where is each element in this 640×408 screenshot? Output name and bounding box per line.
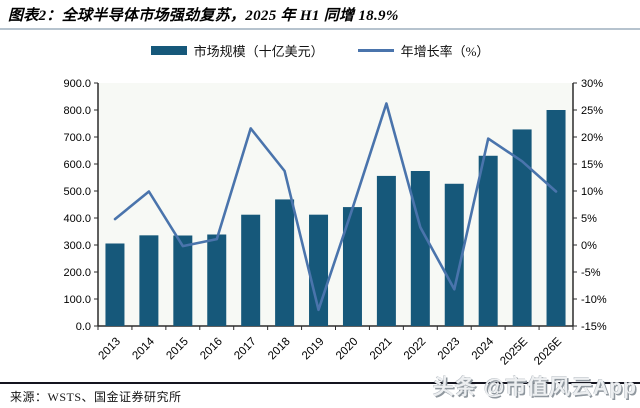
y-axis-label: 400.0 [63, 213, 91, 225]
x-axis-label: 2016 [198, 336, 225, 363]
x-axis-label: 2025E [498, 335, 530, 367]
chart-legend: 市场规模（十亿美元） 年增长率（%） [0, 41, 640, 60]
bar [207, 234, 227, 326]
legend-label-growth-rate: 年增长率（%） [400, 44, 490, 59]
y2-axis-label: 5% [581, 213, 597, 225]
title-divider [0, 28, 640, 30]
bar [275, 199, 295, 326]
y2-axis-label: -10% [581, 294, 607, 306]
legend-label-market-size: 市场规模（十亿美元） [193, 44, 324, 59]
x-axis-label: 2019 [300, 336, 327, 363]
page-title: 图表2：全球半导体市场强劲复苏，2025 年 H1 同增 18.9% [8, 8, 399, 24]
y-axis-label: 0.0 [76, 321, 91, 333]
y-axis-label: 200.0 [63, 267, 91, 279]
bar [342, 207, 362, 326]
x-axis-label: 2023 [436, 336, 463, 363]
legend-item-growth-rate: 年增长率（%） [357, 41, 490, 60]
y-axis-label: 500.0 [63, 186, 91, 198]
y2-axis-label: 10% [581, 186, 603, 198]
bar [139, 235, 159, 326]
growth-line [113, 102, 558, 312]
bar [444, 183, 464, 326]
plot-area [98, 83, 573, 326]
bar [512, 129, 532, 326]
line-series-swatch-icon [357, 49, 394, 52]
bar [376, 175, 396, 326]
y2-axis-label: 20% [581, 132, 603, 144]
y2-axis-label: -15% [581, 321, 607, 333]
bar [410, 170, 430, 326]
x-axis-label: 2022 [402, 336, 429, 363]
bar [105, 243, 125, 326]
y-axis-label: 800.0 [63, 105, 91, 117]
y2-axis-label: 0% [581, 240, 597, 252]
source-note: 来源：WSTS、国金证券研究所 [10, 390, 182, 404]
x-axis-label: 2014 [130, 335, 157, 362]
bar [173, 235, 193, 326]
bar [478, 155, 498, 326]
x-axis-label: 2017 [232, 336, 259, 363]
y-axis-label: 900.0 [63, 78, 91, 90]
y-axis-label: 700.0 [63, 132, 91, 144]
footer-divider [0, 382, 640, 384]
x-axis-label: 2018 [266, 336, 293, 363]
y2-axis-label: 30% [581, 78, 603, 90]
legend-item-market-size: 市场规模（十亿美元） [150, 41, 324, 60]
combo-chart: 0.0 100.0 200.0 300.0 400.0 500.0 600.0 700.0 80… [63, 78, 607, 368]
x-axis-label: 2021 [368, 336, 395, 363]
bar [546, 110, 566, 326]
y-axis-label: 300.0 [63, 240, 91, 252]
x-axis-label: 2024 [470, 335, 497, 362]
y2-axis-label: -5% [581, 267, 601, 279]
x-axis-label: 2015 [164, 336, 191, 363]
x-axis-label: 2026E [532, 335, 564, 367]
y2-axis-label: 15% [581, 159, 603, 171]
x-axis-label: 2013 [97, 336, 124, 363]
y-axis-label: 100.0 [63, 294, 91, 306]
bar-series-swatch-icon [150, 46, 187, 55]
x-axis-label: 2020 [334, 336, 361, 363]
bar [241, 214, 261, 326]
y-axis-label: 600.0 [63, 159, 91, 171]
watermark: 头条 @市值风云App [432, 376, 637, 399]
y2-axis-label: 25% [581, 105, 603, 117]
